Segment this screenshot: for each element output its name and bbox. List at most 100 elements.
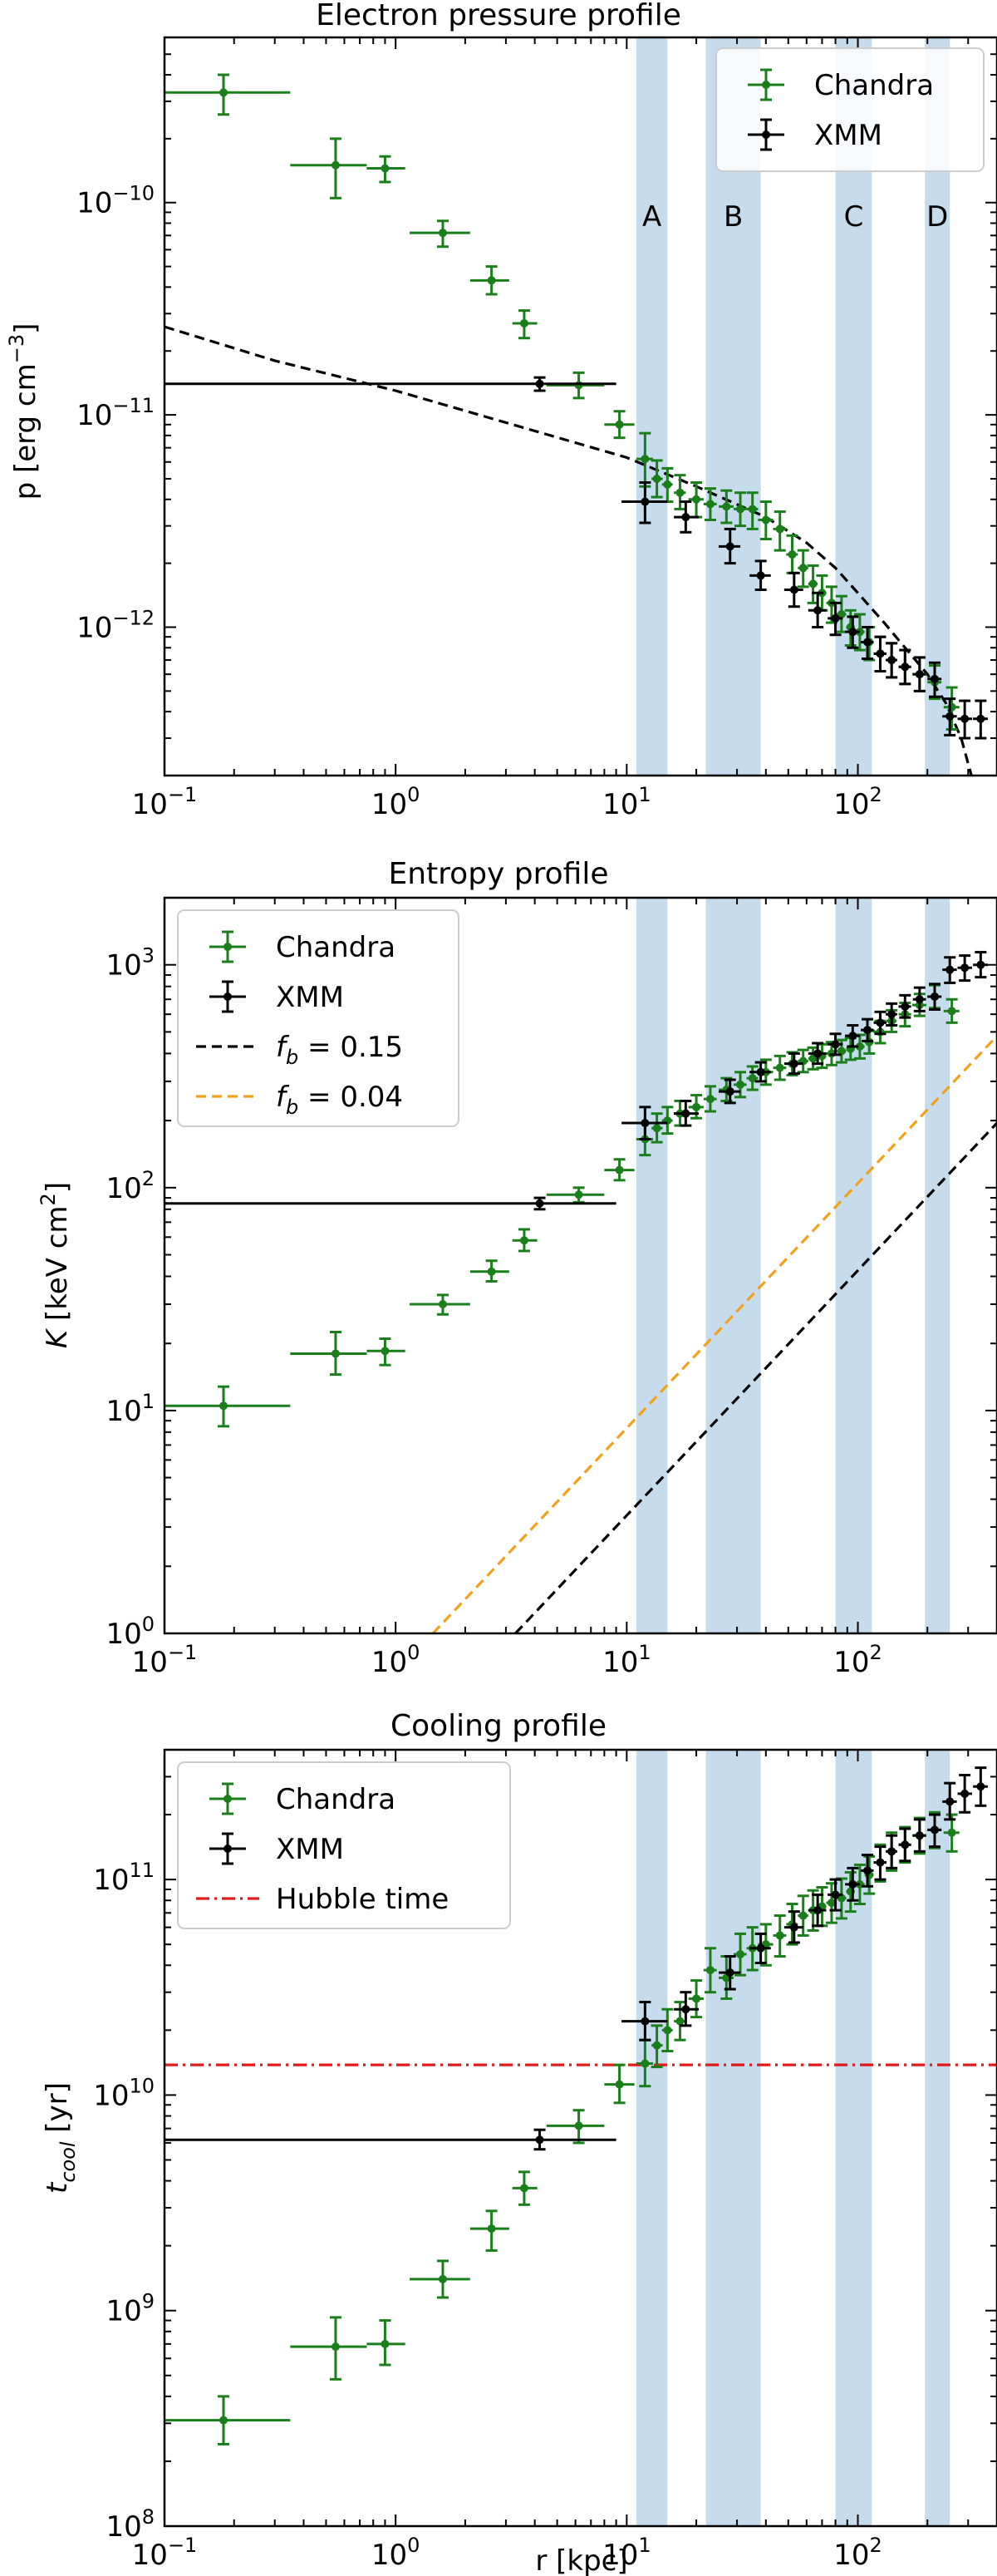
data-point: [165, 376, 616, 392]
x-axis-label: r [kpc]: [535, 2544, 627, 2576]
marker: [930, 992, 939, 1001]
data-point: [719, 1955, 734, 2000]
marker: [901, 662, 910, 672]
data-point: [942, 956, 957, 984]
marker: [813, 606, 823, 615]
marker: [930, 1825, 939, 1835]
marker: [487, 2224, 496, 2234]
data-point: [886, 1834, 898, 1869]
marker: [915, 995, 924, 1004]
data-point: [688, 1979, 704, 2019]
band-label-a: A: [642, 200, 661, 234]
pressure-plot-area: [165, 73, 988, 776]
band-d: [925, 898, 950, 1633]
marker: [976, 1782, 985, 1791]
marker: [331, 160, 340, 170]
marker: [827, 1899, 836, 1908]
data-point: [661, 1106, 674, 1135]
marker: [641, 497, 650, 506]
marker: [798, 564, 808, 573]
marker: [381, 2339, 390, 2348]
marker: [887, 1847, 896, 1856]
marker: [960, 963, 970, 973]
data-point: [719, 489, 734, 525]
data-point: [621, 1106, 668, 1140]
data-point: [546, 2109, 605, 2145]
marker: [901, 1002, 910, 1011]
marker: [736, 1950, 745, 1959]
cooling-axes-frame: [163, 1748, 997, 2528]
marker: [381, 1347, 390, 1356]
data-point: [290, 2316, 367, 2381]
marker: [725, 1087, 734, 1096]
marker: [930, 674, 939, 683]
entropy-title: Entropy profile: [388, 857, 608, 891]
legend-marker-xmm: [209, 1832, 246, 1865]
data-point: [797, 549, 809, 589]
legend-label: XMM: [276, 981, 344, 1014]
marker: [848, 1879, 857, 1889]
data-point: [807, 564, 819, 604]
marker: [775, 525, 784, 534]
marker: [876, 1018, 885, 1027]
marker: [831, 1040, 840, 1049]
data-point: [749, 1061, 771, 1083]
data-point: [783, 1910, 803, 1944]
legend-label: Chandra: [276, 1783, 395, 1816]
x-tick-label: 100: [371, 2534, 420, 2572]
marker: [945, 712, 955, 721]
legend-box: [177, 1761, 511, 1929]
data-point: [512, 1228, 538, 1253]
marker: [641, 2017, 650, 2026]
marker: [519, 2184, 528, 2193]
data-point: [636, 431, 654, 488]
entropy-panel: Entropy profile 10−1 100 101 10210010110210…: [37, 857, 997, 1679]
data-point: [674, 500, 700, 534]
data-point: [719, 1078, 741, 1105]
y-tick-label: 103: [106, 944, 155, 983]
marker: [863, 1026, 872, 1035]
marker: [756, 1067, 765, 1076]
legend-dot: [223, 943, 232, 951]
marker: [887, 656, 896, 665]
marker: [831, 613, 840, 623]
series-chandra: [165, 1810, 960, 2445]
marker: [813, 1049, 823, 1058]
series-chandra: [165, 73, 960, 731]
marker: [675, 488, 685, 497]
band-a: [636, 1750, 668, 2526]
marker: [976, 960, 985, 969]
curve-fb015: [514, 1121, 997, 1633]
series-xmm: [165, 1766, 988, 2151]
x-tick-label: 102: [833, 2534, 882, 2572]
marker: [519, 1236, 528, 1245]
marker: [848, 1032, 857, 1041]
marker: [887, 1010, 896, 1019]
y-tick-label: 10−11: [76, 394, 155, 432]
marker: [756, 1943, 765, 1953]
marker: [855, 1042, 864, 1051]
data-point: [758, 500, 774, 541]
data-point: [512, 2170, 538, 2206]
data-point: [410, 2259, 470, 2299]
y-tick-label: 10−12: [76, 606, 155, 644]
series-xmm: [165, 950, 988, 1211]
data-point: [661, 2007, 674, 2052]
x-tick-label: 101: [602, 1641, 651, 1679]
marker: [945, 965, 955, 974]
data-point: [943, 997, 960, 1024]
marker: [692, 1994, 701, 2003]
marker: [574, 2121, 583, 2130]
data-point: [845, 615, 860, 649]
marker: [945, 1797, 955, 1806]
data-point: [688, 481, 704, 519]
pressure-legend: Chandra XMM: [715, 47, 985, 172]
data-point: [290, 137, 367, 199]
x-tick-label: 102: [833, 783, 882, 821]
data-point: [912, 656, 926, 692]
data-point: [828, 601, 843, 637]
data-point: [898, 648, 911, 686]
